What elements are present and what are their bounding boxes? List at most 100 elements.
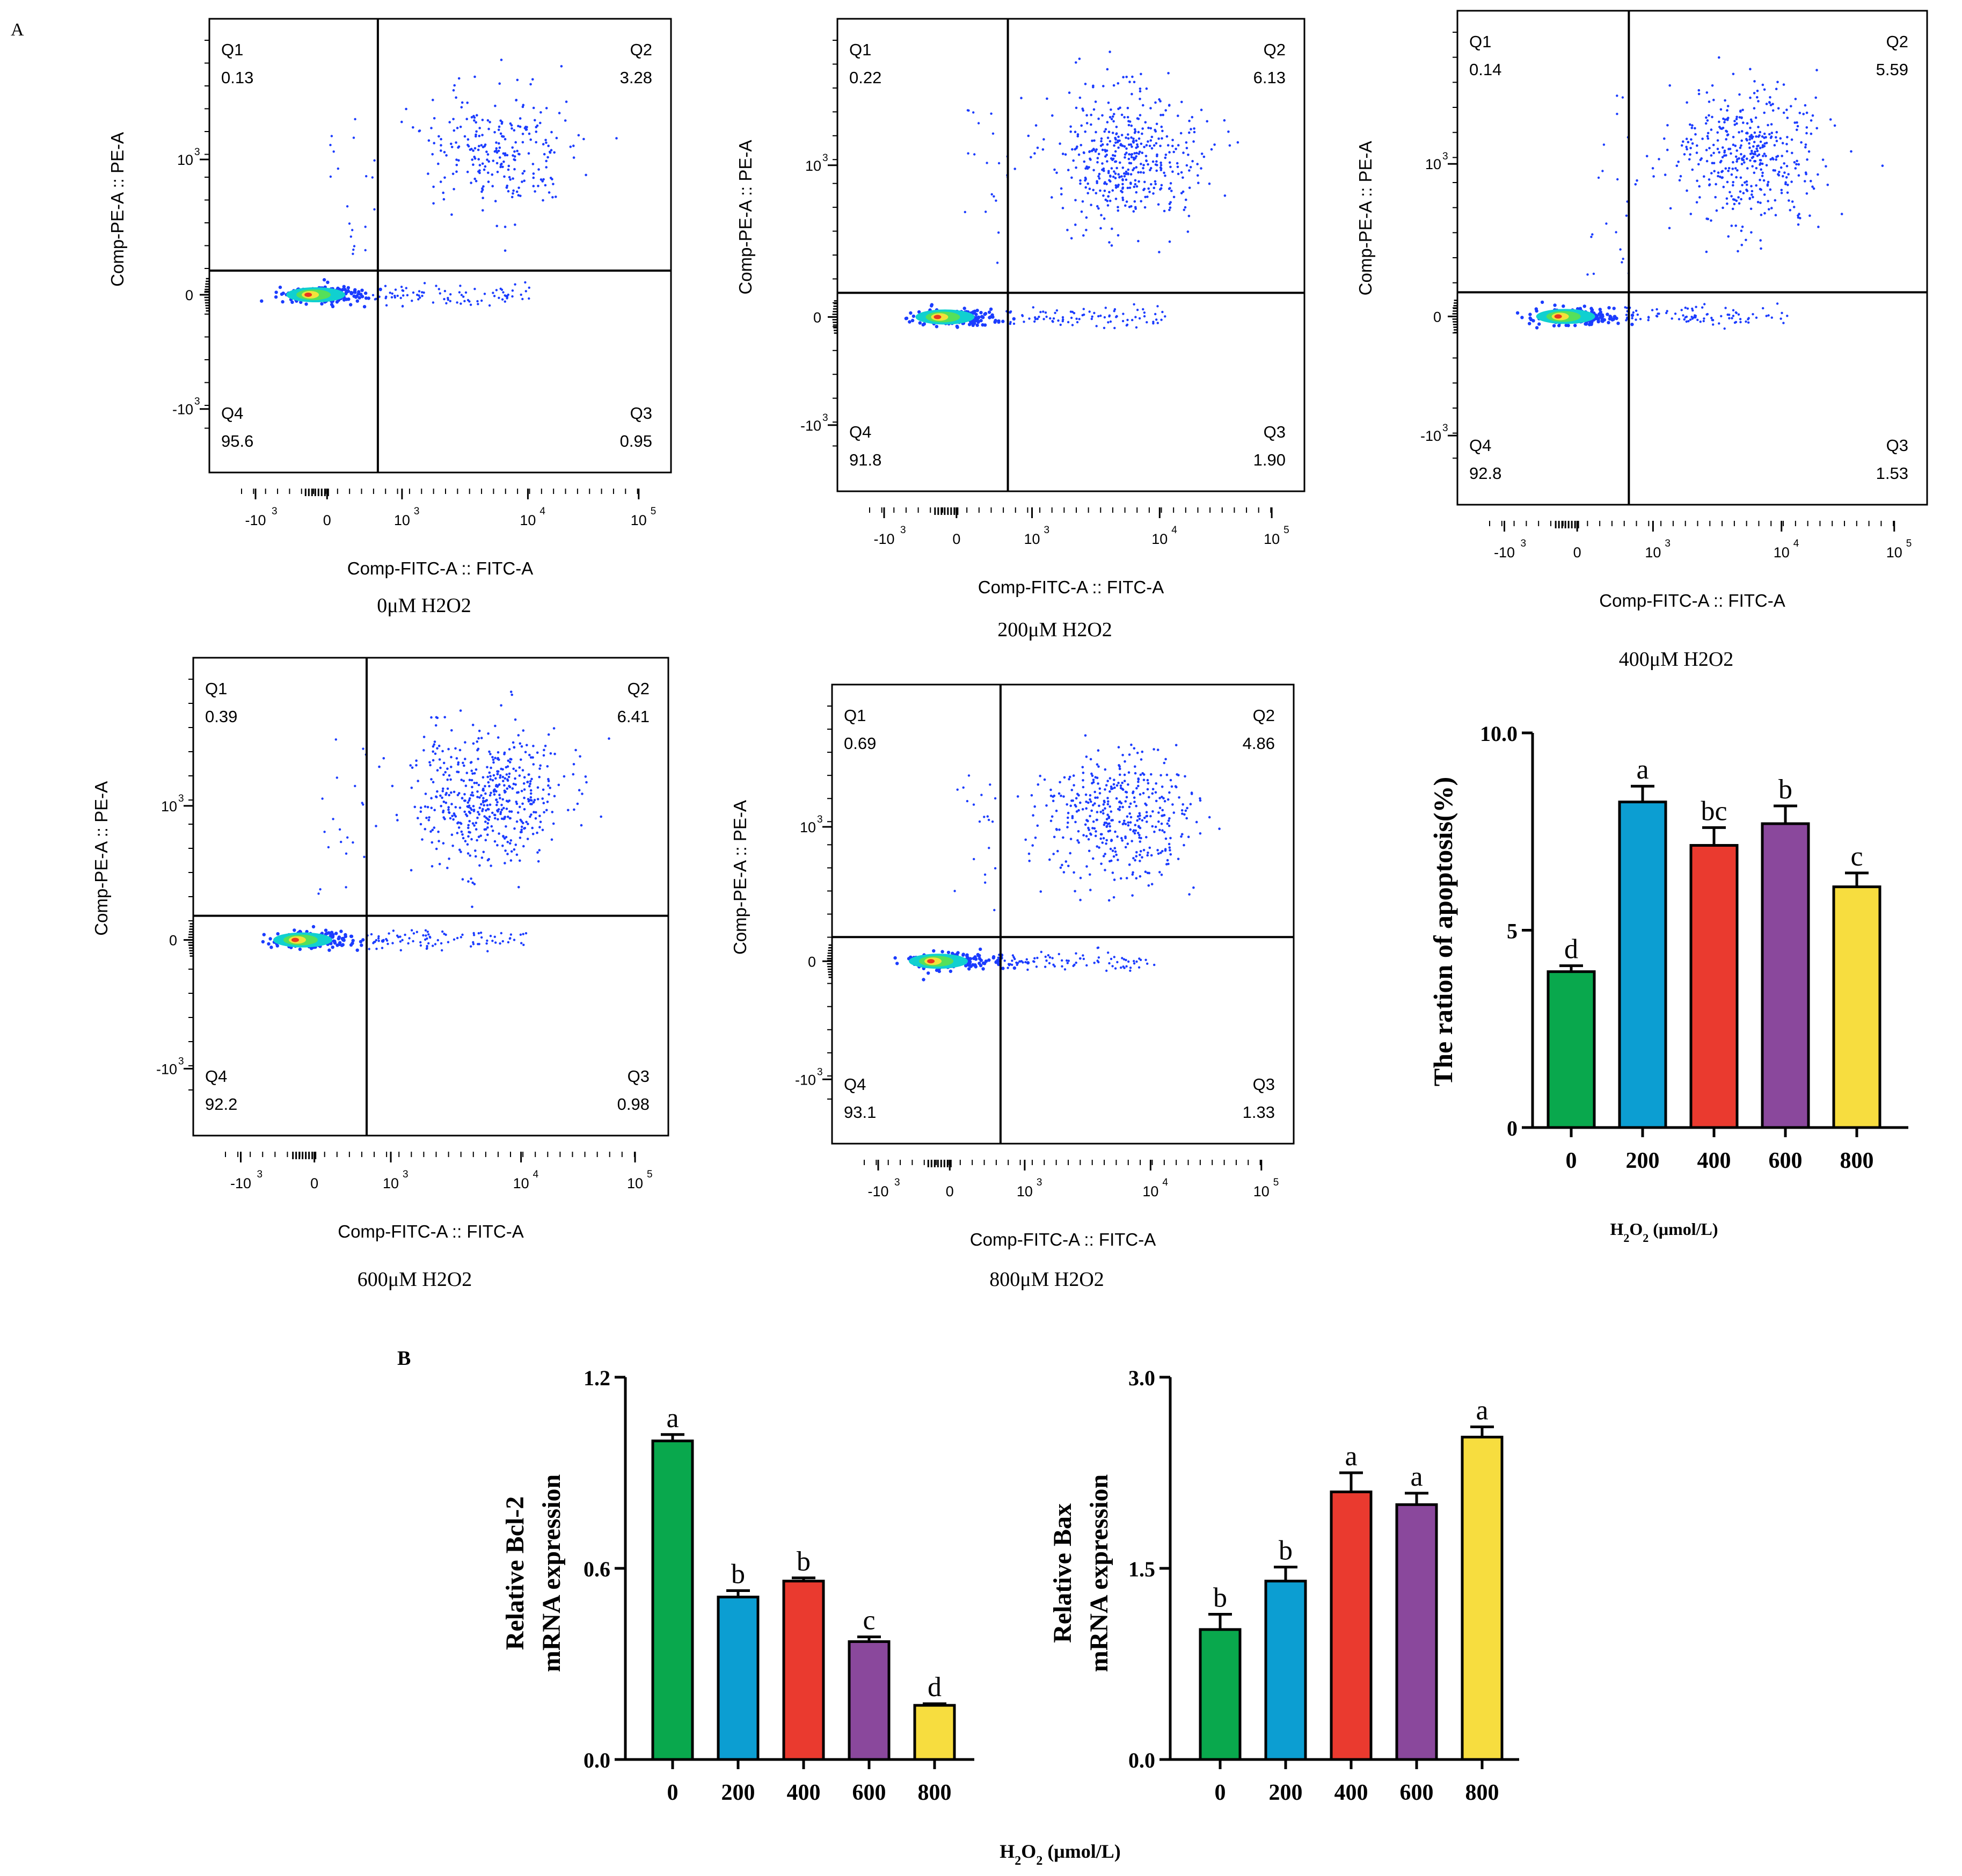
scatter-point bbox=[1048, 858, 1051, 861]
scatter-point bbox=[1104, 869, 1106, 871]
scatter-point bbox=[506, 765, 509, 768]
scatter-point bbox=[1084, 130, 1086, 133]
scatter-point bbox=[978, 957, 982, 961]
x-tick-exponent: 4 bbox=[1171, 525, 1177, 536]
scatter-point bbox=[504, 137, 507, 141]
scatter-point bbox=[981, 967, 985, 971]
scatter-point bbox=[526, 126, 528, 129]
scatter-point bbox=[1129, 182, 1132, 185]
scatter-point bbox=[1161, 809, 1164, 812]
scatter-point bbox=[1079, 801, 1082, 804]
scatter-point bbox=[415, 764, 418, 767]
scatter-point bbox=[1223, 194, 1227, 197]
scatter-point bbox=[482, 801, 485, 804]
bar bbox=[913, 1704, 956, 1761]
scatter-point bbox=[543, 152, 546, 156]
scatter-point bbox=[1139, 958, 1142, 962]
scatter-point bbox=[1124, 823, 1127, 826]
scatter-point bbox=[1703, 303, 1706, 306]
scatter-point bbox=[449, 817, 452, 820]
scatter-point bbox=[1100, 140, 1103, 143]
scatter-point bbox=[1785, 108, 1788, 111]
scatter-point bbox=[1748, 142, 1751, 145]
scatter-point bbox=[457, 826, 461, 829]
scatter-point bbox=[432, 750, 434, 753]
scatter-point bbox=[482, 185, 485, 188]
scatter-point bbox=[516, 149, 519, 152]
scatter-point bbox=[508, 784, 510, 788]
scatter-point bbox=[475, 782, 478, 784]
x-tick-label: 800 bbox=[918, 1780, 952, 1805]
scatter-point bbox=[1085, 801, 1088, 803]
scatter-point bbox=[456, 936, 459, 940]
scatter-point bbox=[1724, 167, 1727, 170]
scatter-point bbox=[1151, 160, 1155, 163]
scatter-point bbox=[1696, 318, 1699, 321]
scatter-point bbox=[1589, 322, 1593, 326]
scatter-point bbox=[1049, 819, 1053, 823]
scatter-point bbox=[1114, 138, 1117, 141]
scatter-point bbox=[349, 292, 353, 295]
scatter-point bbox=[1128, 812, 1131, 815]
scatter-point bbox=[572, 763, 575, 766]
scatter-point bbox=[1107, 321, 1110, 324]
scatter-point bbox=[446, 767, 449, 770]
scatter-point bbox=[1097, 207, 1100, 210]
scatter-point bbox=[1773, 144, 1776, 147]
scatter-point bbox=[1189, 803, 1192, 805]
scatter-point bbox=[993, 908, 996, 912]
scatter-point bbox=[505, 773, 508, 776]
scatter-point bbox=[453, 813, 456, 817]
scatter-point bbox=[1090, 113, 1092, 117]
scatter-point bbox=[472, 805, 475, 808]
scatter-point bbox=[497, 128, 500, 132]
scatter-point bbox=[486, 804, 489, 806]
scatter-point bbox=[1682, 140, 1684, 143]
scatter-point bbox=[504, 777, 507, 780]
scatter-point bbox=[1185, 141, 1188, 144]
scatter-point bbox=[510, 758, 513, 761]
scatter-point bbox=[1145, 835, 1148, 839]
scatter-point bbox=[395, 813, 398, 817]
scatter-point bbox=[1130, 146, 1133, 148]
scatter-point bbox=[1072, 159, 1075, 162]
scatter-point bbox=[457, 761, 460, 764]
scatter-point bbox=[1129, 828, 1132, 831]
scatter-point bbox=[519, 933, 522, 936]
scatter-point bbox=[466, 843, 469, 846]
scatter-point bbox=[1553, 303, 1557, 307]
scatter-point bbox=[572, 773, 575, 776]
scatter-point bbox=[1155, 160, 1158, 163]
scatter-point bbox=[1108, 777, 1112, 780]
scatter-point bbox=[290, 300, 294, 304]
quadrant-name: Q1 bbox=[849, 40, 871, 59]
scatter-point bbox=[472, 934, 476, 936]
scatter-point bbox=[1153, 830, 1156, 833]
scatter-point bbox=[434, 943, 437, 946]
scatter-point bbox=[1082, 954, 1084, 957]
scatter-point bbox=[505, 186, 508, 189]
scatter-point bbox=[544, 139, 547, 142]
scatter-point bbox=[1735, 149, 1738, 152]
scatter-point bbox=[483, 804, 485, 807]
scatter-point bbox=[1152, 322, 1155, 325]
scatter-point bbox=[1154, 825, 1157, 828]
scatter-point bbox=[1535, 309, 1538, 313]
scatter-point bbox=[1805, 173, 1807, 176]
scatter-point bbox=[1125, 147, 1128, 150]
scatter-point bbox=[1737, 313, 1740, 316]
scatter-point bbox=[417, 780, 419, 782]
scatter-point bbox=[535, 141, 537, 144]
scatter-point bbox=[1715, 183, 1717, 186]
scatter-point bbox=[475, 121, 477, 124]
scatter-point bbox=[1722, 206, 1724, 209]
scatter-point bbox=[1780, 192, 1783, 194]
scatter-point bbox=[1033, 320, 1036, 323]
scatter-point bbox=[1699, 321, 1702, 323]
scatter-point bbox=[1090, 833, 1092, 836]
scatter-point bbox=[979, 947, 982, 951]
scatter-point bbox=[528, 753, 531, 757]
scatter-point bbox=[461, 101, 464, 104]
scatter-point bbox=[1133, 962, 1136, 965]
scatter-point bbox=[405, 287, 407, 289]
